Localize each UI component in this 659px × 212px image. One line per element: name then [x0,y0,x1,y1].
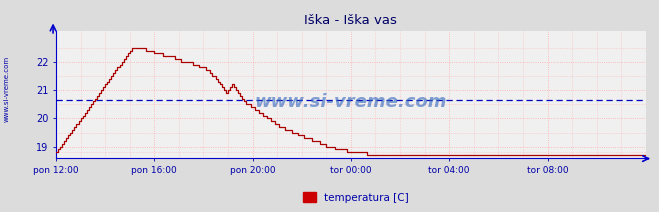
Text: www.si-vreme.com: www.si-vreme.com [3,56,9,122]
Title: Iška - Iška vas: Iška - Iška vas [304,14,397,27]
Text: www.si-vreme.com: www.si-vreme.com [254,93,447,111]
Legend: temperatura [C]: temperatura [C] [299,188,413,207]
